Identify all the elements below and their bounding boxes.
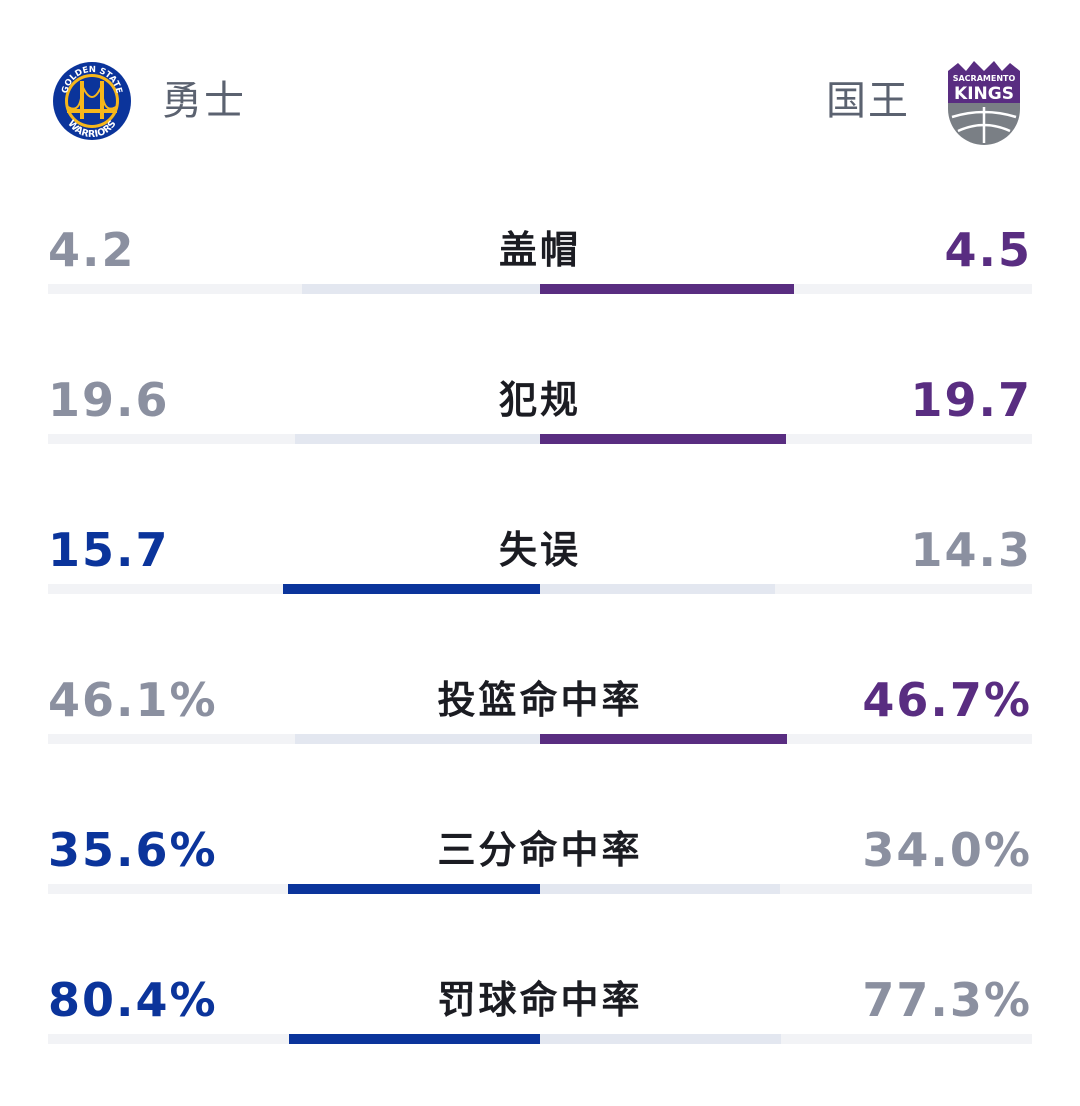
comparison-bar (48, 434, 1032, 444)
home-value: 4.2 (48, 223, 136, 277)
stat-row-turnovers: 15.7 失误 14.3 (48, 498, 1032, 648)
stat-label: 犯规 (498, 378, 581, 422)
stat-row-fouls: 19.6 犯规 19.7 (48, 348, 1032, 498)
home-bar (289, 1034, 540, 1044)
away-value: 14.3 (910, 523, 1032, 577)
away-bar (540, 884, 781, 894)
away-value: 19.7 (910, 373, 1032, 427)
away-bar (540, 284, 795, 294)
kings-logo-icon: SACRAMENTO KINGS (948, 61, 1020, 145)
away-team-name: 国王 (826, 78, 910, 124)
warriors-logo-icon: GOLDEN STATE WARRIORS (53, 62, 131, 140)
home-bar (288, 884, 540, 894)
home-value: 19.6 (48, 373, 170, 427)
comparison-bar (48, 584, 1032, 594)
stat-label: 投篮命中率 (437, 678, 643, 722)
comparison-bar (48, 734, 1032, 744)
kings-logo-top-text: SACRAMENTO (953, 74, 1016, 83)
stat-label: 失误 (498, 528, 581, 572)
home-value: 15.7 (48, 523, 170, 577)
kings-logo-bottom-text: KINGS (954, 84, 1014, 104)
away-bar (540, 434, 787, 444)
stat-label: 盖帽 (498, 228, 581, 272)
home-bar (295, 734, 540, 744)
stat-row-3p-pct: 35.6% 三分命中率 34.0% (48, 798, 1032, 948)
away-value: 46.7% (862, 673, 1032, 727)
home-bar (282, 584, 540, 594)
stat-row-blocks: 4.2 盖帽 4.5 (48, 198, 1032, 348)
comparison-bar (48, 1034, 1032, 1044)
home-value: 80.4% (48, 973, 218, 1027)
home-value: 46.1% (48, 673, 218, 727)
stat-rows: 4.2 盖帽 4.5 19.6 犯规 19.7 15.7 失误 14.3 (48, 198, 1032, 1098)
away-bar (540, 1034, 782, 1044)
away-team[interactable]: 国王 SACRAMENTO KINGS (826, 57, 1024, 145)
home-bar (294, 434, 540, 444)
stat-label: 罚球命中率 (437, 978, 643, 1022)
home-team[interactable]: GOLDEN STATE WARRIORS 勇士 (52, 57, 246, 145)
home-bar (302, 284, 540, 294)
away-value: 77.3% (862, 973, 1032, 1027)
away-bar (540, 584, 775, 594)
stat-row-ft-pct: 80.4% 罚球命中率 77.3% (48, 948, 1032, 1098)
away-value: 4.5 (944, 223, 1032, 277)
comparison-bar (48, 284, 1032, 294)
stat-row-fg-pct: 46.1% 投篮命中率 46.7% (48, 648, 1032, 798)
home-team-name: 勇士 (162, 78, 246, 124)
stat-label: 三分命中率 (437, 828, 643, 872)
home-value: 35.6% (48, 823, 218, 877)
away-bar (540, 734, 788, 744)
comparison-bar (48, 884, 1032, 894)
teams-header: GOLDEN STATE WARRIORS 勇士 国王 SACRAMENTO K… (0, 0, 1080, 180)
away-value: 34.0% (862, 823, 1032, 877)
